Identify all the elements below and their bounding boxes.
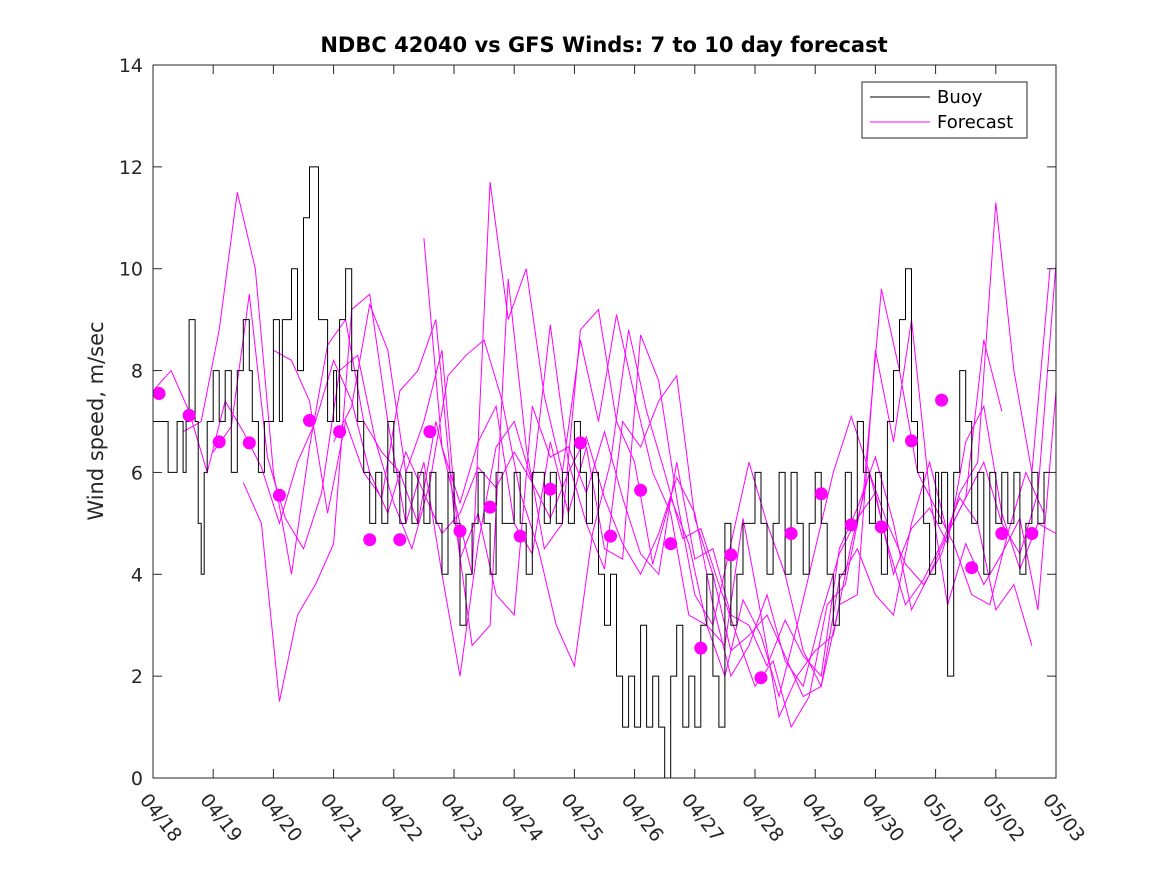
forecast-marker — [573, 436, 587, 450]
forecast-marker — [212, 435, 226, 449]
x-tick-label: 05/01 — [918, 790, 969, 847]
x-tick-label: 05/02 — [978, 790, 1029, 847]
y-tick-label: 12 — [119, 157, 143, 179]
y-axis: 0 2 4 6 8 10 12 14 — [119, 55, 1056, 790]
forecast-marker — [423, 425, 437, 439]
y-axis-label: Wind speed, m/sec — [84, 321, 108, 520]
forecast-marker — [483, 500, 497, 514]
forecast-marker — [604, 529, 617, 543]
forecast-marker — [724, 548, 738, 562]
forecast-markers — [152, 387, 1039, 685]
forecast-marker — [393, 533, 407, 547]
y-tick-label: 4 — [131, 564, 143, 586]
x-tick-label: 04/26 — [617, 790, 668, 847]
forecast-marker — [543, 482, 557, 496]
forecast-marker — [814, 487, 828, 501]
forecast-marker — [965, 561, 979, 575]
forecast-marker — [935, 393, 949, 407]
forecast-line — [423, 238, 1057, 688]
forecast-marker — [694, 641, 708, 655]
forecast-marker — [1025, 527, 1039, 540]
x-tick-label: 04/19 — [195, 790, 246, 847]
x-tick-label: 04/22 — [376, 790, 427, 847]
forecast-marker — [905, 434, 918, 448]
forecast-marker — [272, 488, 286, 502]
forecast-marker — [784, 527, 798, 540]
buoy-series-line — [153, 166, 1050, 779]
forecast-marker — [664, 537, 678, 551]
plot-frame — [152, 64, 1057, 779]
forecast-marker — [634, 483, 648, 497]
chart-title: NDBC 42040 vs GFS Winds: 7 to 10 day for… — [320, 33, 887, 57]
x-tick-label: 04/28 — [737, 790, 788, 847]
legend-buoy-label: Buoy — [937, 87, 983, 108]
forecast-marker — [242, 436, 256, 450]
forecast-marker — [303, 414, 316, 427]
x-tick-label: 05/03 — [1038, 790, 1089, 847]
forecast-marker — [152, 387, 166, 400]
x-tick-label: 04/21 — [316, 790, 367, 847]
forecast-marker — [182, 408, 196, 422]
y-tick-label: 8 — [131, 361, 143, 383]
forecast-line — [333, 302, 1003, 678]
y-tick-label: 14 — [119, 55, 143, 77]
x-tick-label: 04/30 — [857, 790, 908, 847]
forecast-marker — [995, 527, 1009, 540]
plot-area — [153, 65, 1056, 778]
x-tick-label: 04/20 — [255, 790, 306, 847]
x-tick-label: 04/18 — [135, 790, 186, 847]
buoy-line — [153, 166, 1050, 779]
y-tick-label: 0 — [131, 768, 143, 790]
x-tick-label: 04/27 — [677, 790, 728, 847]
forecast-marker — [333, 425, 347, 439]
x-tick-label: 04/25 — [556, 790, 607, 847]
forecast-line — [242, 293, 1057, 702]
y-tick-label: 6 — [131, 462, 143, 484]
x-tick-label: 04/23 — [436, 790, 487, 847]
legend: Buoy Forecast — [861, 81, 1028, 139]
forecast-marker — [513, 529, 527, 543]
forecast-marker — [844, 518, 858, 532]
y-tick-label: 2 — [131, 666, 143, 688]
forecast-line — [273, 278, 1033, 719]
x-tick-label: 04/29 — [797, 790, 848, 847]
forecast-marker — [453, 524, 467, 538]
legend-forecast-label: Forecast — [937, 112, 1013, 133]
forecast-line — [152, 358, 1057, 688]
forecast-marker — [874, 520, 888, 534]
y-tick-label: 10 — [119, 259, 143, 281]
forecast-marker — [363, 533, 377, 547]
forecast-marker — [754, 671, 768, 685]
legend-box — [861, 81, 1028, 139]
x-tick-label: 04/24 — [496, 790, 547, 847]
